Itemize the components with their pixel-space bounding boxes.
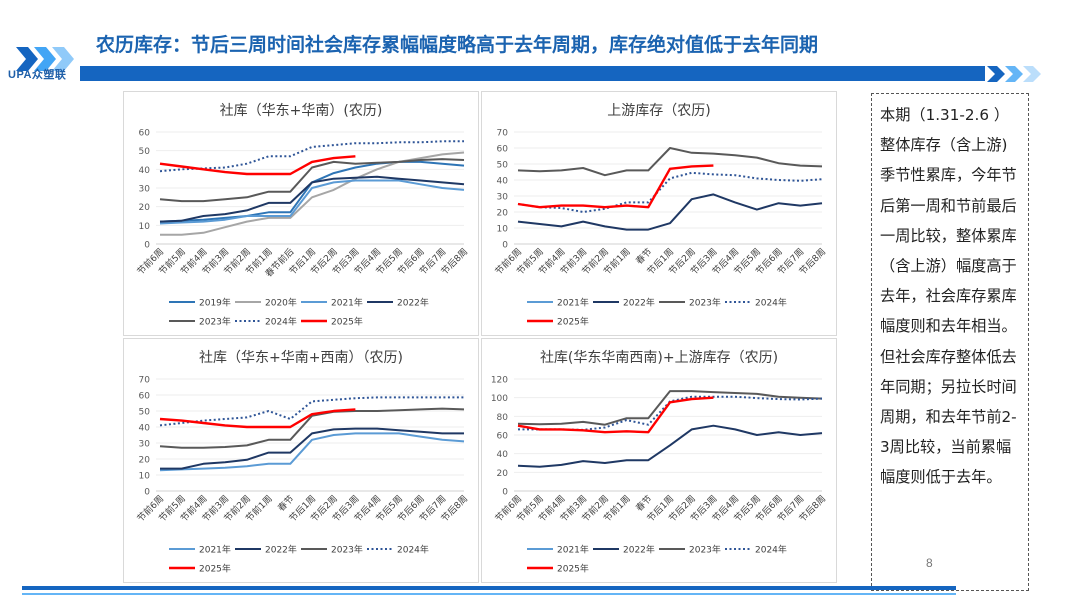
legend-label: 2025年 [331, 316, 363, 328]
y-tick-label: 40 [497, 450, 509, 460]
y-tick-label: 0 [502, 488, 508, 498]
legend-label: 2023年 [689, 544, 721, 556]
series-line-2 [517, 147, 823, 177]
chart-title: 社库(华东华南西南)+上游库存（农历) [539, 350, 779, 366]
series-line-2 [517, 390, 823, 426]
series-line-4 [517, 164, 714, 209]
legend-label: 2021年 [199, 544, 231, 556]
series-line-4 [159, 158, 465, 203]
y-tick-label: 60 [139, 392, 151, 402]
chart-panel-social-plus-upstream: 社库(华东华南西南)+上游库存（农历) 0 20 40 60 80 100 120 节前6周节… [481, 338, 837, 583]
logo-text: UPA众塑联 [8, 69, 67, 81]
footer-bar-thin [22, 593, 956, 595]
y-tick-label: 50 [497, 161, 509, 171]
y-tick-label: 20 [139, 203, 151, 213]
title-bar [80, 66, 985, 81]
chart-svg: 0102030405060节前6周节前5周节前4周节前3周节前2周节前1周春节前… [134, 129, 470, 328]
upa-logo-icon [16, 47, 74, 71]
y-tick-label: 0 [144, 241, 150, 251]
series-line-4 [517, 396, 714, 434]
y-tick-label: 30 [139, 185, 151, 195]
chart-title: 社库（华东+华南）(农历) [219, 103, 383, 119]
y-tick-label: 10 [139, 472, 151, 482]
chevron-arrows-icon [987, 66, 1041, 82]
y-tick-label: 0 [502, 241, 508, 251]
series-line-0 [159, 432, 465, 472]
series-line-2 [159, 407, 465, 449]
series-line-0 [159, 160, 465, 223]
commentary-box: 本期（1.31-2.6 ）整体库存（含上游)季节性累库，今年节后第一周和节前最后… [871, 93, 1029, 591]
y-tick-label: 20 [497, 209, 509, 219]
chart-svg: 020406080100120节前6周节前5周节前4周节前3周节前2周节前1周春… [491, 376, 828, 575]
series-line-2 [159, 179, 465, 225]
legend-label: 2025年 [557, 563, 589, 575]
series-line-3 [159, 396, 464, 427]
chart-title: 上游库存（农历) [607, 103, 711, 119]
legend-label: 2022年 [623, 297, 655, 309]
y-tick-label: 30 [497, 193, 509, 203]
legend-label: 2024年 [755, 297, 787, 309]
chart-panel-social-east-south: 社库（华东+华南）(农历) 0 10 20 30 40 50 60 节前6周 节前5周 节前4周节… [123, 91, 479, 336]
legend-label: 2023年 [331, 544, 363, 556]
series-line-1 [517, 193, 823, 231]
page-number: 8 [926, 556, 933, 570]
chart-title: 社库（华东+华南+西南）（农历) [199, 350, 403, 366]
y-tick-label: 50 [139, 147, 151, 157]
legend-label: 2025年 [557, 316, 589, 328]
page-title: 农历库存：节后三周时间社会库存累幅幅度略高于去年周期，库存绝对值低于去年同期 [96, 34, 819, 56]
series-line-1 [517, 424, 823, 468]
legend-label: 2021年 [331, 297, 363, 309]
y-tick-label: 120 [491, 376, 508, 386]
y-tick-label: 10 [497, 225, 509, 235]
legend-label: 2024年 [265, 316, 297, 328]
series-line-5 [159, 140, 464, 173]
y-tick-label: 70 [139, 376, 151, 386]
y-tick-label: 0 [144, 488, 150, 498]
series-line-1 [160, 427, 464, 470]
chart-svg: 010203040506070节前6周节前5周节前4周节前3周节前2周节前1周春… [492, 129, 828, 328]
y-tick-label: 20 [139, 456, 151, 466]
chart-svg: 010203040506070节前6周节前5周节前4周节前3周节前2周节前1周春… [134, 376, 470, 575]
legend-label: 2025年 [199, 563, 231, 575]
chart-panel-upstream: 上游库存（农历) 0 10 20 30 40 50 60 70 节前6周 节前5周 节前4周 节前3周… [481, 91, 837, 336]
y-tick-label: 70 [497, 129, 509, 139]
y-tick-label: 30 [139, 440, 151, 450]
legend-label: 2023年 [689, 297, 721, 309]
chart-panel-social-east-south-southwest: 社库（华东+华南+西南）（农历) 0 10 20 30 40 50 60 70 节前6周 节前5周… [123, 338, 479, 583]
series-line-6 [159, 155, 356, 176]
legend-label: 2022年 [265, 544, 297, 556]
legend-label: 2024年 [755, 544, 787, 556]
legend-label: 2021年 [557, 544, 589, 556]
series-line-3 [517, 171, 823, 213]
legend-label: 2019年 [199, 297, 231, 309]
y-tick-label: 40 [497, 177, 509, 187]
y-tick-label: 60 [139, 129, 151, 139]
commentary-text: 本期（1.31-2.6 ）整体库存（含上游)季节性累库，今年节后第一周和节前最后… [880, 106, 1017, 487]
series-line-1 [160, 151, 465, 236]
series-line-3 [159, 175, 465, 223]
y-tick-label: 60 [497, 432, 509, 442]
y-tick-label: 10 [139, 222, 151, 232]
legend-label: 2020年 [265, 297, 297, 309]
legend-label: 2022年 [623, 544, 655, 556]
series-line-4 [159, 408, 356, 429]
legend-label: 2023年 [199, 316, 231, 328]
y-tick-label: 100 [491, 394, 508, 404]
legend-label: 2022年 [397, 297, 429, 309]
y-tick-label: 40 [139, 166, 151, 176]
y-tick-label: 20 [497, 469, 509, 479]
legend-label: 2024年 [397, 544, 429, 556]
y-tick-label: 50 [139, 408, 151, 418]
y-tick-label: 40 [139, 424, 151, 434]
footer-bar [22, 586, 956, 590]
legend-label: 2021年 [557, 297, 589, 309]
y-tick-label: 80 [497, 413, 509, 423]
y-tick-label: 60 [497, 145, 509, 155]
